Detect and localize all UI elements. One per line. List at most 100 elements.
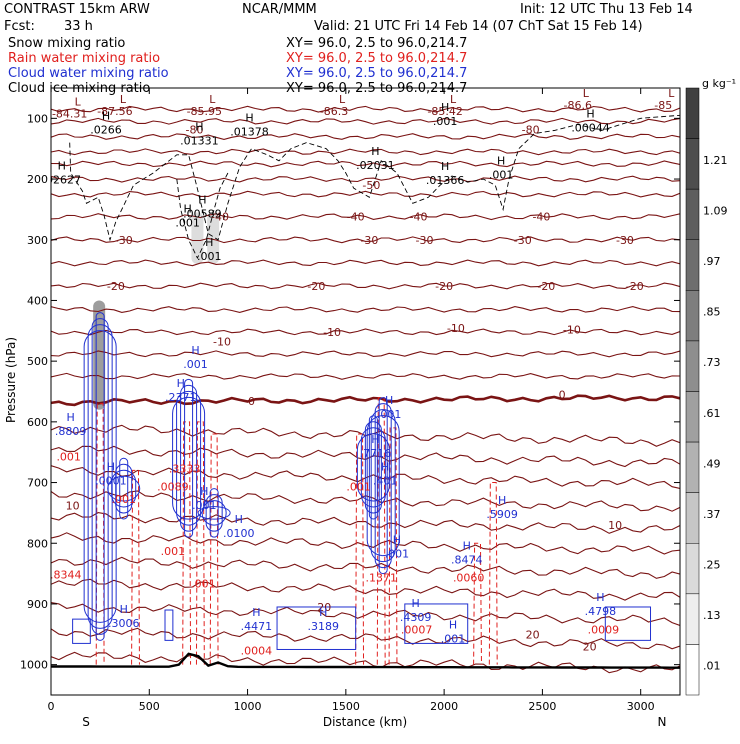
isotherm-label: -30: [415, 234, 433, 247]
y-tick-label: 500: [27, 355, 48, 368]
snow-shade-column: [207, 212, 220, 265]
y-axis-label: Pressure (hPa): [4, 337, 18, 423]
high-marker: H: [371, 433, 379, 446]
cloud-water-contour: [115, 463, 133, 514]
high-marker: H: [198, 193, 206, 206]
high-marker: H: [449, 618, 457, 631]
colorbar-swatch: [685, 441, 700, 493]
isotherm-label: -40: [410, 211, 428, 224]
x-tick-label: 0: [48, 700, 55, 713]
cloud-water-label: .0100: [223, 527, 255, 540]
y-tick-label: 900: [27, 598, 48, 611]
high-marker: H: [411, 597, 419, 610]
isotherm-line: [51, 306, 680, 313]
cloud-water-label: .4471: [241, 620, 273, 633]
x-tick-label: 1000: [234, 700, 262, 713]
cloud-water-label: .4309: [400, 611, 432, 624]
cloud-water-contour: [356, 433, 390, 502]
snow-label: .001: [489, 169, 514, 182]
field-rain-xy: XY= 96.0, 2.5 to 96.0,214.7: [286, 51, 467, 66]
snow-label: .02031: [356, 159, 395, 172]
cloud-water-contour: [95, 312, 105, 641]
snow-contour-line: [69, 114, 680, 242]
cloud-water-label: .3006: [108, 617, 140, 630]
high-marker: H: [252, 606, 260, 619]
fcst-value: 33 h: [64, 19, 93, 34]
rain-label: .0060: [453, 572, 485, 585]
low-marker: L: [583, 87, 590, 100]
isotherm-line: [51, 117, 680, 125]
colorbar-swatch: [685, 239, 700, 291]
isotherm-line: [51, 651, 680, 674]
rain-label: .8344: [50, 569, 82, 582]
high-marker: H: [107, 461, 115, 474]
high-marker: H: [205, 236, 213, 249]
cloud-water-contour: [276, 606, 357, 650]
x-tick-label: 500: [139, 700, 160, 713]
colorbar-label: .73: [703, 356, 721, 369]
colorbar-label: .01: [703, 660, 721, 673]
isotherm-label: -20: [435, 280, 453, 293]
init-time: Init: 12 UTC Thu 13 Feb 14: [520, 2, 693, 17]
high-marker: H: [596, 591, 604, 604]
isotherm-line: [51, 148, 680, 156]
field-cloud-water-xy: XY= 96.0, 2.5 to 96.0,214.7: [286, 66, 467, 81]
cloud-water-contour: [107, 475, 141, 502]
colorbar-swatch: [685, 543, 700, 595]
isotherm-label: -30: [360, 234, 378, 247]
rain-label: .3333: [169, 462, 201, 475]
min-temp-label: -85.42: [427, 105, 462, 118]
isotherm-line: [51, 133, 680, 140]
high-marker: H: [235, 513, 243, 526]
high-marker: H: [393, 533, 401, 546]
isotherm-line: [51, 578, 680, 601]
fcst-label: Fcst:: [4, 19, 35, 34]
cloud-water-contour: [404, 603, 469, 644]
y-tick-label: 600: [27, 416, 48, 429]
snow-label: .01366: [426, 174, 465, 187]
cloud-water-contour: [374, 403, 392, 569]
high-marker: H: [200, 485, 208, 498]
isotherm-line: [51, 175, 680, 183]
cloud-water-label: .001: [385, 547, 410, 560]
isotherm-line: [51, 372, 680, 380]
rain-label: .001: [56, 450, 81, 463]
isotherm-label: -10: [447, 322, 465, 335]
x-end-label-north: N: [658, 715, 667, 729]
org-label: NCAR/MMM: [242, 2, 317, 17]
isotherm-zero-line: [51, 394, 680, 407]
x-tick-label: 3000: [627, 700, 655, 713]
rain-label: .001: [346, 481, 371, 494]
isotherm-label: -10: [323, 326, 341, 339]
min-temp-label: -84.31: [52, 107, 87, 120]
cloud-water-contour: [176, 390, 202, 526]
low-marker: L: [668, 87, 675, 100]
high-marker: H: [371, 145, 379, 158]
x-axis-label: Distance (km): [323, 715, 407, 729]
snow-label: .0266: [90, 124, 122, 137]
rain-column-contour: [488, 482, 498, 665]
field-snow-xy: XY= 96.0, 2.5 to 96.0,214.7: [286, 36, 467, 51]
colorbar-swatch: [685, 188, 700, 241]
colorbar-swatch: [685, 138, 700, 190]
cloud-water-contour: [72, 618, 91, 644]
x-end-label-south: S: [82, 715, 90, 729]
isotherm-label: -20: [307, 280, 325, 293]
rain-label: .001: [161, 545, 186, 558]
colorbar-label: 1.21: [703, 154, 728, 167]
cloud-water-contour: [366, 415, 400, 557]
y-tick-label: 300: [27, 234, 48, 247]
cloud-water-contour: [209, 488, 219, 538]
cloud-water-contour: [368, 415, 378, 520]
isotherm-label: 0: [559, 389, 566, 402]
colorbar-unit: g kg⁻¹: [702, 77, 736, 90]
cloud-water-contour: [370, 409, 396, 563]
rain-column-contour: [473, 542, 482, 665]
snow-label: .01378: [230, 126, 269, 139]
isotherm-line: [51, 259, 680, 267]
cloud-water-contour: [604, 606, 652, 641]
snow-label: .00589: [183, 207, 222, 220]
isotherm-line: [51, 512, 680, 534]
isotherm-line: [51, 532, 680, 555]
rain-column-contour: [388, 427, 398, 665]
